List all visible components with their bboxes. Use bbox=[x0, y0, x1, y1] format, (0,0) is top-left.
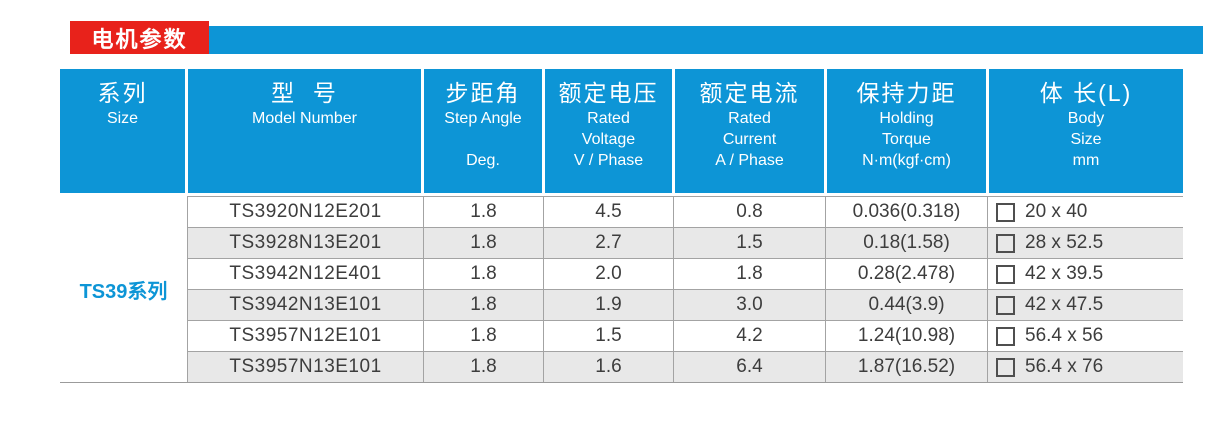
column-header-rated-current-zh: 额定电流 bbox=[699, 80, 800, 106]
checkbox-icon bbox=[996, 326, 1015, 346]
column-header-series-en: Size bbox=[106, 110, 139, 127]
body-size-value: 20 x 40 bbox=[1025, 201, 1088, 222]
column-header-holding-torque: 保持力距 Holding Torque N·m(kgf·cm) bbox=[827, 69, 986, 193]
holding-torque-cell: 0.18(1.58) bbox=[825, 227, 987, 258]
body-size-cell: 42 x 47.5 bbox=[987, 289, 1183, 320]
rated-voltage-cell: 4.5 bbox=[543, 196, 673, 227]
rated-current-cell: 3.0 bbox=[673, 289, 825, 320]
rated-voltage-cell: 1.6 bbox=[543, 351, 673, 382]
column-header-body-size-en1: Body bbox=[1067, 110, 1105, 127]
column-header-rated-current-en1: Rated bbox=[728, 110, 771, 127]
column-header-rated-voltage-en2: Voltage bbox=[581, 131, 636, 148]
column-header-body-size-en2: Size bbox=[1070, 131, 1102, 148]
step-angle-cell: 1.8 bbox=[423, 351, 543, 382]
column-header-rated-voltage-en1: Rated bbox=[587, 110, 630, 127]
rated-current-cell: 4.2 bbox=[673, 320, 825, 351]
step-angle-cell: 1.8 bbox=[423, 227, 543, 258]
model-number-cell: TS3942N13E101 bbox=[187, 289, 423, 320]
holding-torque-cell: 0.036(0.318) bbox=[825, 196, 987, 227]
column-header-holding-torque-unit: N·m(kgf·cm) bbox=[862, 152, 951, 169]
column-header-body-size-zh: 体 长(L) bbox=[1039, 80, 1133, 106]
rated-current-cell: 0.8 bbox=[673, 196, 825, 227]
column-header-step-angle: 步距角 Step Angle Deg. bbox=[424, 69, 542, 193]
column-header-step-angle-en: Step Angle bbox=[444, 110, 522, 127]
body-size-cell: 42 x 39.5 bbox=[987, 258, 1183, 289]
motor-table-body: TS39系列 TS3920N12E201 1.8 4.5 0.8 0.036(0… bbox=[60, 196, 1183, 383]
section-title-badge: 电机参数 bbox=[70, 21, 209, 54]
column-header-rated-current: 额定电流 Rated Current A / Phase bbox=[675, 69, 824, 193]
body-size-cell: 20 x 40 bbox=[987, 196, 1183, 227]
holding-torque-cell: 1.24(10.98) bbox=[825, 320, 987, 351]
column-header-series: 系列 Size bbox=[60, 69, 185, 193]
column-header-body-size-unit: mm bbox=[1072, 152, 1100, 169]
column-header-holding-torque-zh: 保持力距 bbox=[856, 80, 957, 106]
model-number-cell: TS3957N13E101 bbox=[187, 351, 423, 382]
title-accent-bar bbox=[209, 26, 1203, 54]
checkbox-icon bbox=[996, 233, 1015, 253]
model-number-cell: TS3957N12E101 bbox=[187, 320, 423, 351]
column-header-rated-current-en2: Current bbox=[722, 131, 777, 148]
column-header-rated-voltage-zh: 额定电压 bbox=[558, 80, 659, 106]
column-header-body-size: 体 长(L) Body Size mm bbox=[989, 69, 1183, 193]
body-size-value: 28 x 52.5 bbox=[1025, 232, 1104, 253]
body-size-cell: 56.4 x 56 bbox=[987, 320, 1183, 351]
rated-voltage-cell: 2.7 bbox=[543, 227, 673, 258]
motor-table-header: 系列 Size 型 号 Model Number 步距角 Step Angle … bbox=[60, 69, 1183, 193]
holding-torque-cell: 0.44(3.9) bbox=[825, 289, 987, 320]
column-header-step-angle-zh: 步距角 bbox=[445, 80, 521, 106]
column-header-holding-torque-en2: Torque bbox=[882, 131, 931, 148]
column-header-rated-voltage-unit: V / Phase bbox=[573, 152, 644, 169]
checkbox-icon bbox=[996, 295, 1015, 315]
step-angle-cell: 1.8 bbox=[423, 196, 543, 227]
rated-current-cell: 1.5 bbox=[673, 227, 825, 258]
checkbox-icon bbox=[996, 202, 1015, 222]
step-angle-cell: 1.8 bbox=[423, 289, 543, 320]
column-header-holding-torque-en1: Holding bbox=[879, 110, 934, 127]
body-size-cell: 56.4 x 76 bbox=[987, 351, 1183, 382]
column-header-rated-voltage: 额定电压 Rated Voltage V / Phase bbox=[545, 69, 672, 193]
series-label-cell: TS39系列 bbox=[60, 196, 187, 382]
column-header-model-zh: 型 号 bbox=[271, 80, 338, 106]
rated-current-cell: 6.4 bbox=[673, 351, 825, 382]
checkbox-icon bbox=[996, 357, 1015, 377]
model-number-cell: TS3942N12E401 bbox=[187, 258, 423, 289]
rated-voltage-cell: 2.0 bbox=[543, 258, 673, 289]
holding-torque-cell: 0.28(2.478) bbox=[825, 258, 987, 289]
column-header-model-number: 型 号 Model Number bbox=[188, 69, 421, 193]
body-size-value: 56.4 x 56 bbox=[1025, 325, 1104, 346]
step-angle-cell: 1.8 bbox=[423, 320, 543, 351]
column-header-rated-current-unit: A / Phase bbox=[715, 152, 784, 169]
rated-current-cell: 1.8 bbox=[673, 258, 825, 289]
step-angle-cell: 1.8 bbox=[423, 258, 543, 289]
checkbox-icon bbox=[996, 264, 1015, 284]
rated-voltage-cell: 1.5 bbox=[543, 320, 673, 351]
column-header-series-zh: 系列 bbox=[97, 80, 148, 106]
column-header-model-en: Model Number bbox=[252, 110, 357, 127]
section-title-label: 电机参数 bbox=[91, 26, 188, 52]
body-size-value: 42 x 47.5 bbox=[1025, 294, 1104, 315]
body-size-value: 42 x 39.5 bbox=[1025, 263, 1104, 284]
body-size-value: 56.4 x 76 bbox=[1025, 356, 1104, 377]
model-number-cell: TS3928N13E201 bbox=[187, 227, 423, 258]
body-size-cell: 28 x 52.5 bbox=[987, 227, 1183, 258]
column-header-step-angle-unit: Deg. bbox=[466, 152, 500, 169]
model-number-cell: TS3920N12E201 bbox=[187, 196, 423, 227]
rated-voltage-cell: 1.9 bbox=[543, 289, 673, 320]
holding-torque-cell: 1.87(16.52) bbox=[825, 351, 987, 382]
